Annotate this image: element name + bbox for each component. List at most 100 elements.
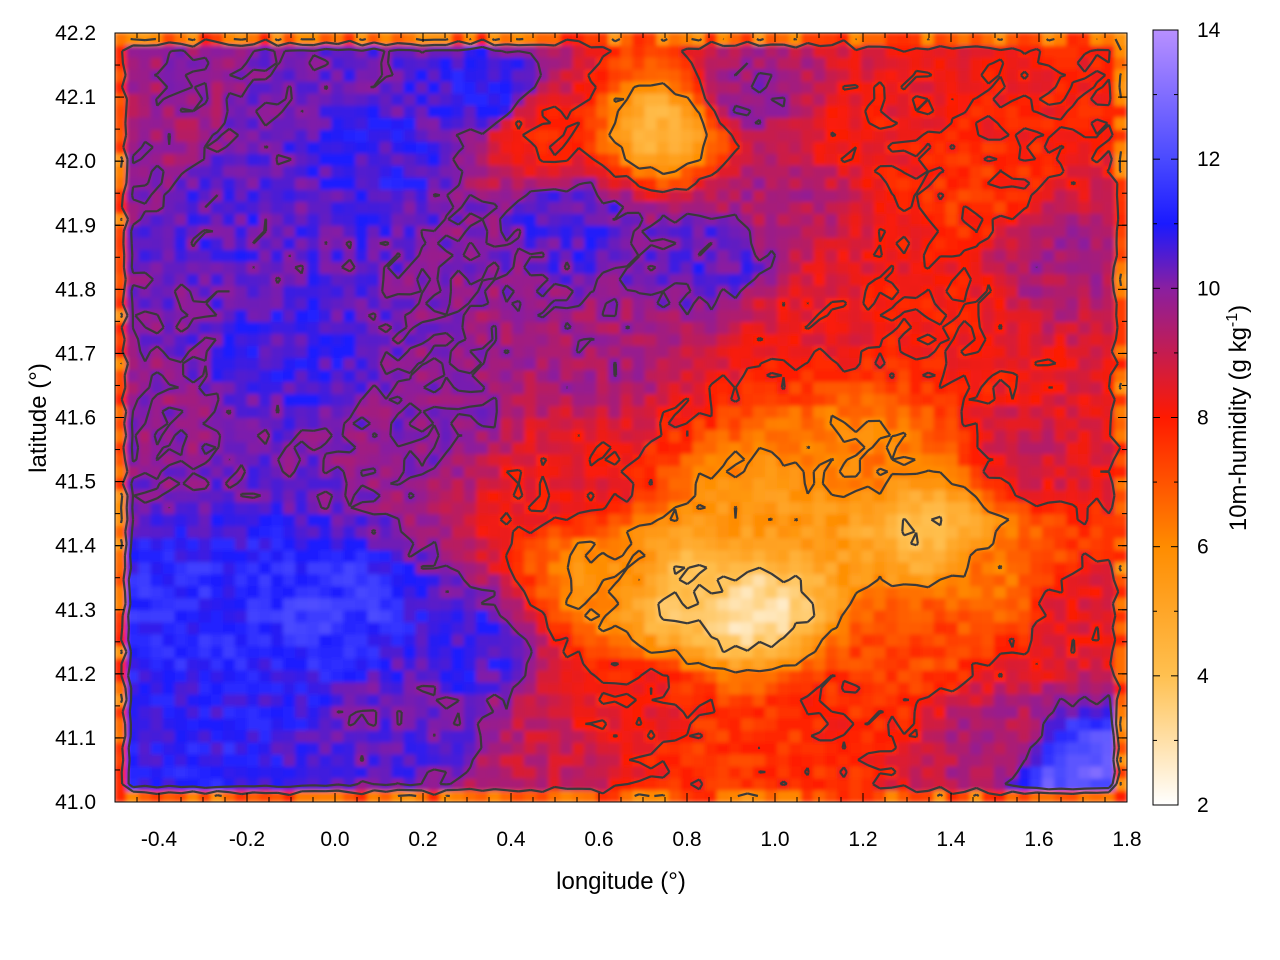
heatmap-cell — [295, 392, 309, 407]
heatmap-cell — [138, 693, 152, 707]
heatmap-cell — [692, 236, 706, 250]
heatmap-cell — [548, 116, 562, 130]
heatmap-cell — [608, 428, 622, 443]
heatmap-cell — [957, 440, 971, 455]
heatmap-cell — [536, 80, 550, 94]
heatmap-cell — [403, 573, 417, 587]
heatmap-cell — [415, 80, 429, 94]
heatmap-cell — [367, 452, 381, 467]
heatmap-cell — [1042, 693, 1056, 707]
heatmap-cell — [873, 188, 887, 202]
heatmap-cell — [921, 368, 935, 383]
heatmap-cell — [1102, 224, 1116, 238]
heatmap-cell — [186, 549, 200, 563]
heatmap-cell — [1066, 561, 1080, 575]
heatmap-cell — [801, 284, 815, 298]
heatmap-cell — [801, 224, 815, 238]
heatmap-cell — [849, 392, 863, 407]
heatmap-cell — [560, 440, 574, 455]
heatmap-cell — [234, 176, 249, 190]
heatmap-cell — [849, 561, 863, 575]
heatmap-cell — [740, 92, 755, 106]
heatmap-cell — [138, 633, 152, 647]
heatmap-cell — [499, 645, 514, 659]
heatmap-cell — [367, 765, 381, 779]
heatmap-cell — [560, 140, 574, 154]
heatmap-cell — [319, 741, 333, 755]
heatmap-cell — [813, 92, 827, 106]
heatmap-cell — [210, 681, 225, 695]
heatmap-cell — [1054, 368, 1068, 383]
heatmap-cell — [716, 753, 731, 767]
heatmap-cell — [933, 633, 947, 647]
heatmap-cell — [716, 681, 731, 695]
heatmap-cell — [728, 140, 743, 154]
heatmap-cell — [728, 693, 743, 707]
heatmap-cell — [789, 212, 803, 226]
heatmap-cell — [692, 645, 706, 659]
heatmap-cell — [138, 248, 152, 262]
heatmap-cell — [234, 80, 249, 94]
heatmap-cell — [728, 320, 743, 334]
heatmap-cell — [632, 212, 646, 226]
heatmap-cell — [740, 152, 755, 166]
heatmap-cell — [331, 729, 345, 743]
heatmap-cell — [367, 561, 381, 575]
heatmap-cell — [1114, 104, 1127, 118]
heatmap-cell — [704, 501, 718, 515]
heatmap-cell — [897, 537, 911, 551]
heatmap-cell — [704, 188, 718, 202]
heatmap-cell — [764, 681, 779, 695]
heatmap-cell — [246, 753, 261, 767]
heatmap-cell — [668, 597, 682, 611]
heatmap-cell — [608, 573, 622, 587]
heatmap-cell — [668, 296, 682, 310]
heatmap-cell — [728, 428, 743, 443]
heatmap-cell — [801, 380, 815, 395]
heatmap-cell — [969, 356, 984, 371]
heatmap-cell — [198, 152, 212, 166]
heatmap-cell — [1066, 597, 1080, 611]
heatmap-cell — [837, 200, 851, 214]
heatmap-cell — [825, 188, 839, 202]
heatmap-cell — [897, 296, 911, 310]
heatmap-cell — [210, 705, 225, 719]
heatmap-cell — [801, 248, 815, 262]
heatmap-cell — [427, 669, 441, 683]
heatmap-cell — [777, 272, 791, 286]
heatmap-cell — [150, 585, 164, 599]
heatmap-cell — [536, 549, 550, 563]
heatmap-cell — [511, 609, 526, 623]
heatmap-cell — [536, 657, 550, 671]
heatmap-cell — [343, 585, 357, 599]
heatmap-cell — [1078, 693, 1092, 707]
heatmap-cell — [632, 344, 646, 359]
heatmap-cell — [548, 537, 562, 551]
heatmap-cell — [186, 693, 200, 707]
heatmap-cell — [1042, 657, 1056, 671]
heatmap-cell — [367, 344, 381, 359]
heatmap-cell — [801, 501, 815, 515]
heatmap-cell — [451, 80, 465, 94]
heatmap-cell — [704, 777, 718, 791]
heatmap-cell — [367, 681, 381, 695]
heatmap-cell — [789, 428, 803, 443]
heatmap-cell — [126, 380, 140, 395]
heatmap-cell — [186, 777, 200, 791]
heatmap-cell — [1066, 549, 1080, 563]
heatmap-cell — [728, 609, 743, 623]
heatmap-cell — [536, 440, 550, 455]
heatmap-cell — [740, 621, 755, 635]
heatmap-cell — [331, 272, 345, 286]
heatmap-cell — [283, 308, 297, 322]
heatmap-cell — [463, 669, 478, 683]
heatmap-cell — [174, 609, 188, 623]
heatmap-cell — [752, 392, 767, 407]
heatmap-cell — [1054, 549, 1068, 563]
heatmap-cell — [439, 260, 453, 274]
heatmap-cell — [885, 741, 899, 755]
heatmap-cell — [115, 116, 128, 130]
heatmap-cell — [451, 669, 465, 683]
heatmap-cell — [668, 645, 682, 659]
heatmap-cell — [704, 561, 718, 575]
